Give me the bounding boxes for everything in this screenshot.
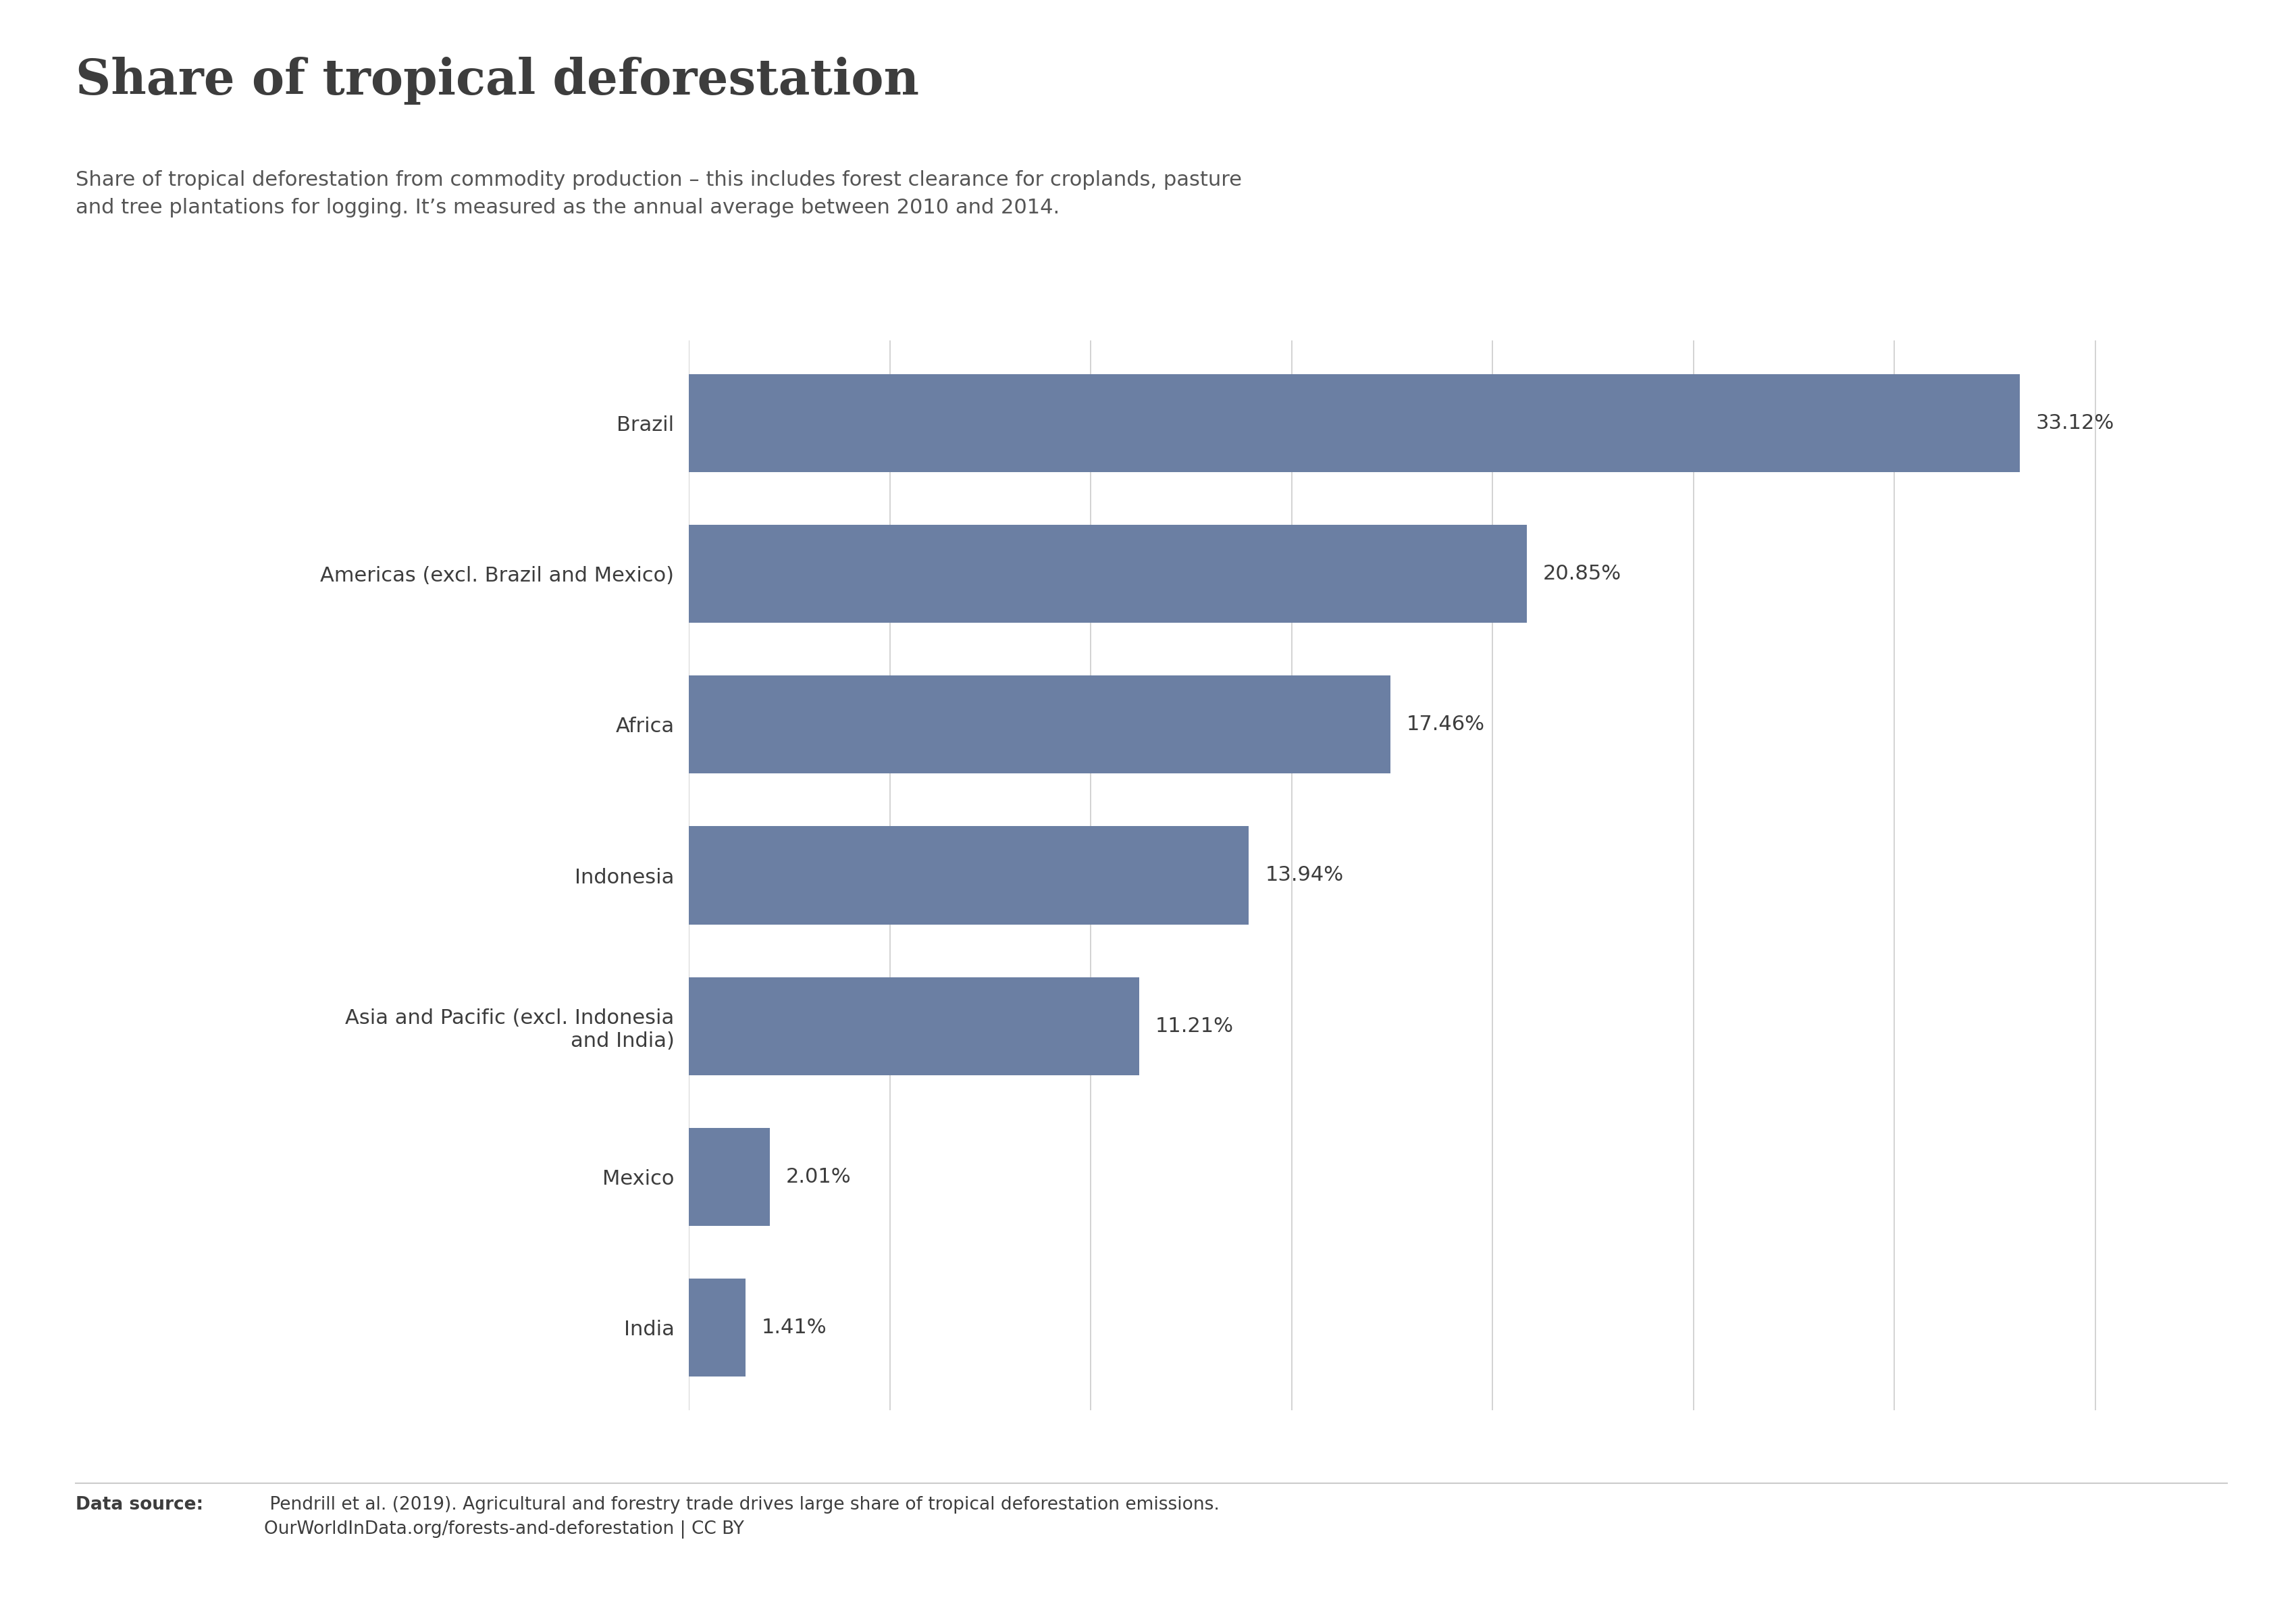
Text: 11.21%: 11.21% [1155, 1016, 1233, 1036]
Text: Pendrill et al. (2019). Agricultural and forestry trade drives large share of tr: Pendrill et al. (2019). Agricultural and… [264, 1496, 1219, 1538]
Text: Share of tropical deforestation from commodity production – this includes forest: Share of tropical deforestation from com… [76, 170, 1242, 217]
Text: Share of tropical deforestation: Share of tropical deforestation [76, 57, 918, 105]
Bar [689, 525, 1527, 622]
Bar [689, 827, 1249, 924]
Text: 13.94%: 13.94% [1265, 866, 1343, 885]
Bar [689, 1128, 769, 1225]
Text: 20.85%: 20.85% [1543, 564, 1621, 584]
Bar [689, 676, 1391, 773]
Bar [689, 1279, 746, 1376]
Text: in Data: in Data [2055, 96, 2133, 115]
Text: Data source:: Data source: [76, 1496, 204, 1514]
Text: 1.41%: 1.41% [762, 1318, 827, 1337]
Bar [689, 374, 2020, 472]
Text: 17.46%: 17.46% [1407, 715, 1486, 734]
Text: 2.01%: 2.01% [785, 1167, 852, 1187]
Text: 33.12%: 33.12% [2037, 413, 2115, 433]
Text: Our World: Our World [2041, 52, 2147, 71]
Bar [689, 977, 1139, 1075]
